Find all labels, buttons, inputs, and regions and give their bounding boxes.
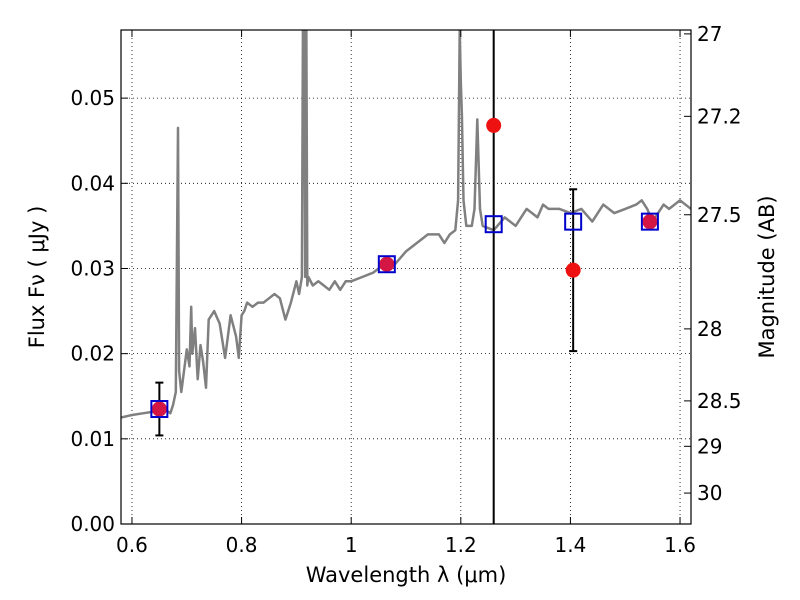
x-tick-label: 1 (345, 533, 358, 557)
y-tick-label: 0.04 (70, 171, 115, 195)
y-axis-label-right: Magnitude (AB) (755, 195, 779, 358)
x-tick-label: 1.6 (664, 533, 696, 557)
model-point (564, 212, 583, 231)
overlap-point (379, 256, 395, 272)
x-tick-label: 1.4 (555, 533, 587, 557)
model-point (377, 255, 396, 274)
y-tick-label: 0.05 (70, 86, 115, 110)
right-tick-label: 27 (697, 22, 722, 46)
observed-point (565, 262, 581, 278)
model-point (484, 215, 503, 234)
y-tick-label: 0.01 (70, 427, 115, 451)
right-tick-label: 29 (697, 434, 722, 458)
right-tick-label: 28 (697, 317, 722, 341)
y-axis-label: Flux Fν ( μJy ) (25, 206, 49, 349)
observed-point (379, 256, 395, 272)
x-tick-label: 1.2 (445, 533, 477, 557)
overlap-point (151, 401, 167, 417)
model-point (640, 212, 659, 231)
y-tick-label: 0.03 (70, 256, 115, 280)
plot-frame (120, 29, 692, 525)
x-axis-label: Wavelength λ (μm) (306, 563, 507, 587)
x-tick-label: 0.8 (226, 533, 258, 557)
observed-point (642, 214, 658, 230)
grid-lines (121, 30, 691, 525)
y-tick-label: 0.00 (70, 512, 115, 536)
spectrum-line (121, 30, 691, 419)
right-tick-label: 27.2 (697, 104, 742, 128)
observed-point (486, 117, 502, 133)
observed-point (151, 401, 167, 417)
overlap-point (642, 214, 658, 230)
right-tick-label: 27.5 (697, 203, 742, 227)
x-tick-label: 0.6 (116, 533, 148, 557)
axis-ticks: 0.6 0.8 1 1.2 1.4 1.6 0.00 0.01 0.02 0.03 0.04 0.05… (70, 22, 741, 557)
right-tick-label: 28.5 (697, 389, 742, 413)
model-point (150, 400, 169, 419)
y-tick-label: 0.02 (70, 342, 115, 366)
right-tick-label: 30 (697, 481, 722, 505)
plot-area (121, 30, 691, 524)
